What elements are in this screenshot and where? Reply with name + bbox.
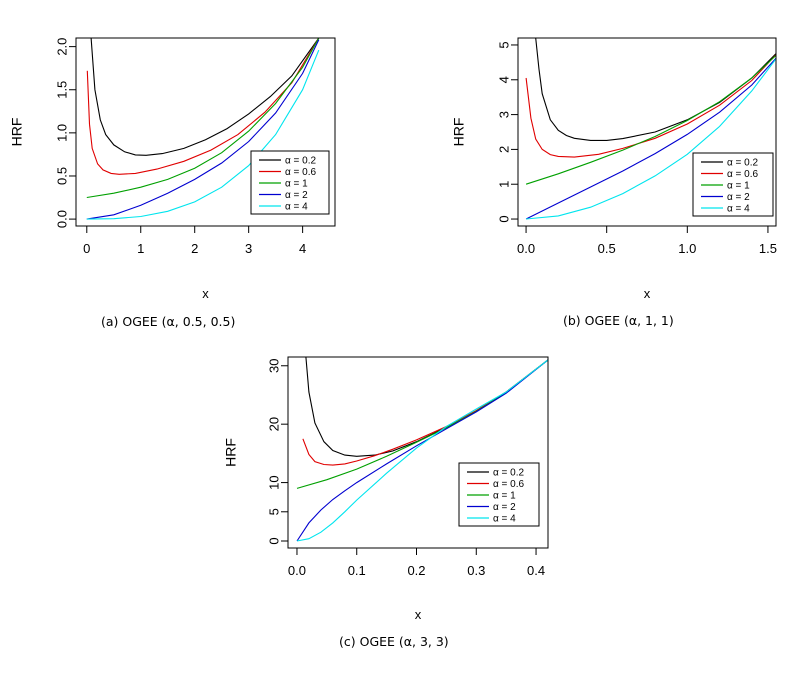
y-tick-label: 1.5 [54, 81, 69, 99]
y-tick-label: 30 [266, 359, 281, 373]
x-tick-label: 1.0 [678, 241, 696, 256]
legend-label: α = 0.6 [285, 167, 317, 178]
y-tick-label: 0 [266, 537, 281, 544]
x-tick-label: 4 [299, 241, 306, 256]
y-axis-label: HRF [451, 118, 467, 147]
y-tick-label: 1.0 [54, 124, 69, 142]
series-line-3 [525, 57, 776, 220]
y-tick-label: 5 [266, 508, 281, 515]
series-line-3 [296, 359, 548, 542]
legend-label: α = 1 [727, 181, 750, 192]
legend: α = 0.2α = 0.6α = 1α = 2α = 4 [458, 462, 540, 527]
series-line-2 [86, 38, 320, 199]
caption-a: (a) OGEE (α, 0.5, 0.5) [101, 314, 236, 329]
legend-label: α = 1 [493, 491, 516, 502]
x-tick-label: 0.2 [407, 563, 425, 578]
series-line-4 [296, 359, 548, 542]
series-line-1 [525, 54, 776, 158]
legend-label: α = 2 [285, 190, 308, 201]
legend: α = 0.2α = 0.6α = 1α = 2α = 4 [250, 150, 330, 215]
x-tick-label: 0.5 [598, 241, 616, 256]
x-tick-label: 1 [137, 241, 144, 256]
chart-panel-2: 0.0 0.1 0.2 0.3 0.4 0 5 10 20 30 x HRF α = 0.2α = 0.… [223, 356, 549, 622]
x-tick-label: 0.4 [527, 563, 545, 578]
x-tick-label: 0.0 [517, 241, 535, 256]
y-tick-label: 1 [496, 181, 511, 188]
series-line-1 [302, 359, 548, 466]
legend-label: α = 0.2 [285, 156, 317, 167]
y-axis-label: HRF [9, 118, 25, 147]
series-line-0 [305, 357, 548, 457]
series-line-1 [86, 38, 320, 175]
y-tick-label: 0 [496, 215, 511, 222]
series-line-4 [526, 58, 776, 220]
y-tick-label: 2 [496, 146, 511, 153]
y-tick-label: 5 [496, 41, 511, 48]
legend: α = 0.2α = 0.6α = 1α = 2α = 4 [692, 152, 774, 217]
series-line-2 [525, 54, 776, 185]
x-axis-label: x [202, 286, 209, 301]
x-tick-label: 0 [83, 241, 90, 256]
y-tick-label: 0.0 [54, 210, 69, 228]
x-tick-label: 3 [245, 241, 252, 256]
plot-frame [287, 356, 549, 549]
y-tick-label: 4 [496, 76, 511, 83]
x-tick-label: 0.0 [288, 563, 306, 578]
legend-label: α = 0.2 [493, 468, 525, 479]
legend-label: α = 2 [727, 192, 750, 203]
legend-label: α = 1 [285, 179, 308, 190]
x-axis-label: x [415, 607, 422, 622]
caption-c: (c) OGEE (α, 3, 3) [339, 634, 449, 649]
x-tick-label: 2 [191, 241, 198, 256]
legend-label: α = 0.2 [727, 158, 759, 169]
legend-label: α = 4 [285, 202, 308, 213]
plot-frame [75, 37, 336, 227]
y-tick-label: 3 [496, 111, 511, 118]
caption-b: (b) OGEE (α, 1, 1) [563, 313, 674, 328]
series-line-0 [90, 38, 320, 156]
legend-label: α = 0.6 [493, 479, 525, 490]
x-tick-label: 0.1 [348, 563, 366, 578]
plot-frame [517, 37, 777, 227]
legend-label: α = 0.6 [727, 169, 759, 180]
series-line-4 [86, 49, 320, 220]
x-tick-label: 1.5 [759, 241, 777, 256]
y-axis-label: HRF [223, 438, 239, 467]
y-tick-label: 20 [266, 417, 281, 431]
x-axis-label: x [644, 286, 651, 301]
legend-label: α = 4 [727, 204, 750, 215]
y-tick-label: 2.0 [54, 38, 69, 56]
legend-box [692, 152, 774, 217]
y-tick-label: 0.5 [54, 167, 69, 185]
legend-label: α = 4 [493, 514, 516, 525]
x-tick-label: 0.3 [467, 563, 485, 578]
y-tick-label: 10 [266, 475, 281, 489]
series-line-3 [86, 39, 320, 220]
legend-label: α = 2 [493, 502, 516, 513]
